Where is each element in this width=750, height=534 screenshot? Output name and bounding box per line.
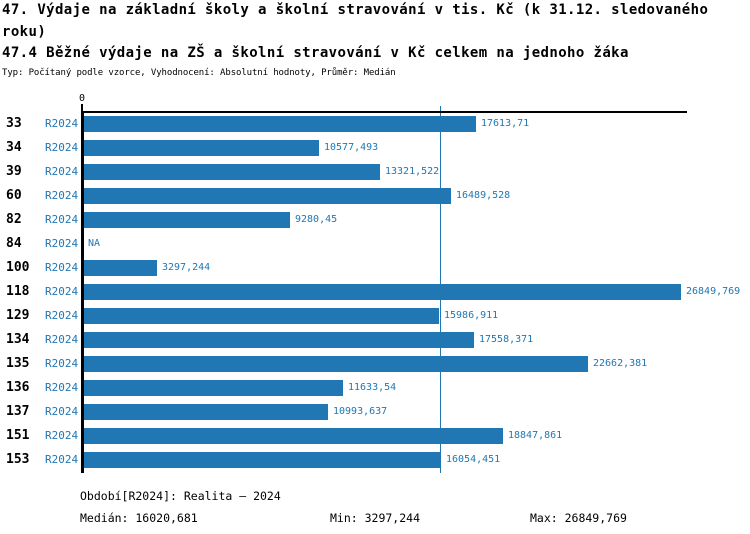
- value-bar: [84, 212, 290, 228]
- row-code-label: 60: [6, 188, 22, 203]
- value-label: 11633,54: [348, 382, 397, 393]
- row-period-label: R2024: [45, 213, 79, 226]
- value-label: 17613,71: [481, 118, 530, 129]
- value-bar: [84, 116, 476, 132]
- row-period-label: R2024: [45, 333, 79, 346]
- row-code-label: 82: [6, 212, 22, 227]
- footer-max: Max: 26849,769: [530, 511, 627, 525]
- row-period-label: R2024: [45, 189, 79, 202]
- value-label: NA: [88, 238, 101, 249]
- value-label: 3297,244: [162, 262, 211, 273]
- row-code-label: 153: [6, 452, 30, 467]
- footer-median: Medián: 16020,681: [80, 511, 198, 525]
- value-bar: [84, 356, 588, 372]
- page-subtitle: 47.4 Běžné výdaje na ZŠ a školní stravov…: [2, 45, 629, 61]
- value-bar: [84, 188, 451, 204]
- value-label: 22662,381: [593, 358, 648, 369]
- value-bar: [84, 428, 503, 444]
- value-label: 26849,769: [686, 286, 741, 297]
- row-code-label: 134: [6, 332, 30, 347]
- row-period-label: R2024: [45, 285, 79, 298]
- value-bar: [84, 260, 157, 276]
- row-period-label: R2024: [45, 117, 79, 130]
- row-code-label: 129: [6, 308, 30, 323]
- x-axis-zero-tick-mark: [81, 104, 83, 112]
- value-bar: [84, 404, 328, 420]
- row-period-label: R2024: [45, 309, 79, 322]
- row-period-label: R2024: [45, 357, 79, 370]
- value-bar: [84, 308, 439, 324]
- row-period-label: R2024: [45, 453, 79, 466]
- value-label: 18847,861: [508, 430, 563, 441]
- value-bar: [84, 164, 380, 180]
- row-period-label: R2024: [45, 429, 79, 442]
- row-period-label: R2024: [45, 141, 79, 154]
- row-period-label: R2024: [45, 405, 79, 418]
- value-bar: [84, 140, 319, 156]
- row-period-label: R2024: [45, 261, 79, 274]
- page-meta: Typ: Počítaný podle vzorce, Vyhodnocení:…: [2, 68, 396, 78]
- value-label: 10993,637: [333, 406, 388, 417]
- value-bar: [84, 380, 343, 396]
- page-title-line2: roku): [2, 24, 47, 40]
- value-label: 16054,451: [446, 454, 501, 465]
- row-code-label: 135: [6, 356, 30, 371]
- page-title-line1: 47. Výdaje na základní školy a školní st…: [2, 2, 709, 18]
- value-label: 16489,528: [456, 190, 511, 201]
- value-bar: [84, 332, 474, 348]
- row-code-label: 137: [6, 404, 30, 419]
- value-label: 15986,911: [444, 310, 499, 321]
- value-label: 17558,371: [479, 334, 534, 345]
- value-label: 10577,493: [324, 142, 379, 153]
- row-code-label: 100: [6, 260, 30, 275]
- row-period-label: R2024: [45, 237, 79, 250]
- footer-min: Min: 3297,244: [330, 511, 421, 525]
- row-period-label: R2024: [45, 381, 79, 394]
- value-bar: [84, 452, 441, 468]
- x-axis-zero-tick-label: 0: [78, 93, 86, 104]
- value-label: 9280,45: [295, 214, 338, 225]
- value-bar: [84, 284, 681, 300]
- row-code-label: 34: [6, 140, 22, 155]
- value-label: 13321,522: [385, 166, 440, 177]
- row-code-label: 118: [6, 284, 30, 299]
- row-code-label: 39: [6, 164, 22, 179]
- row-code-label: 136: [6, 380, 30, 395]
- plot-top-border: [84, 111, 687, 113]
- footer-period-info: Období[R2024]: Realita – 2024: [80, 489, 281, 503]
- row-code-label: 33: [6, 116, 22, 131]
- row-period-label: R2024: [45, 165, 79, 178]
- row-code-label: 151: [6, 428, 30, 443]
- y-axis-line: [81, 111, 84, 473]
- row-code-label: 84: [6, 236, 22, 251]
